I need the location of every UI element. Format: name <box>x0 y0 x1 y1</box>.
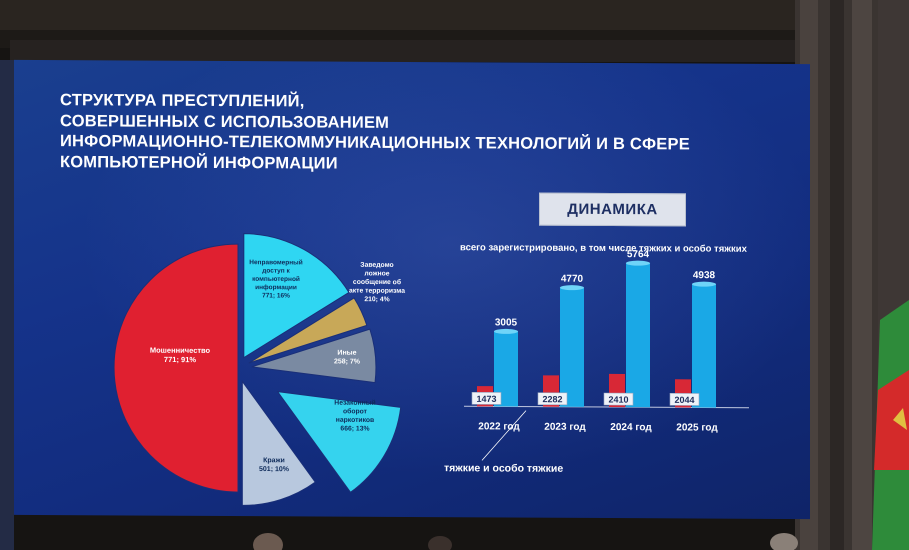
pie-slice <box>276 391 402 494</box>
pie-slice-label: Заведомо ложное сообщение об акте терроризм… <box>349 262 405 304</box>
bar-chart: 3005 1473 2022 год 4770 2282 2023 год 5764 2410… <box>464 249 749 461</box>
x-tick-label: 2025 год <box>676 422 718 433</box>
legend-note: тяжкие и особо тяжкие <box>444 462 564 475</box>
bar-total-top <box>626 260 650 266</box>
presentation-slide: СТРУКТУРА ПРЕСТУПЛЕНИЙ, СОВЕРШЕННЫХ С ИС… <box>14 59 810 520</box>
bar-grave-value-box <box>669 393 700 406</box>
pie-slice <box>243 233 350 359</box>
bar-total <box>560 287 584 407</box>
bar-grave-value-box <box>471 392 502 405</box>
pie-slice <box>251 328 377 384</box>
pie-slice-label: Мошенничество 771; 91% <box>150 346 211 365</box>
x-tick-label: 2024 год <box>610 422 652 433</box>
flag <box>872 300 909 550</box>
pie-slice-label: Незаконный оборот наркотиков 666; 13% <box>334 399 375 433</box>
bar-grave-value: 2410 <box>608 395 628 405</box>
bar-total-top <box>692 281 716 287</box>
bar-total-top <box>560 285 584 291</box>
pie-slice <box>241 379 316 506</box>
bar-grave-value-box <box>537 392 568 406</box>
pie-slice-label: Иные 258; 7% <box>334 350 361 366</box>
bar-total-value: 4938 <box>693 270 716 281</box>
legend-callout-line <box>481 410 527 461</box>
pie-slice <box>113 243 239 493</box>
bar-total <box>692 284 716 408</box>
bar-total <box>494 331 518 407</box>
bar-total-value: 4770 <box>561 274 584 285</box>
bar-total-value: 3005 <box>495 317 518 328</box>
pie-slice-label: Неправомерный доступ к компьютерной информа… <box>249 258 302 299</box>
pie-slice-label: Кражи 501; 10% <box>259 457 290 473</box>
pie-slice <box>248 297 368 364</box>
x-tick-label: 2023 год <box>544 422 586 433</box>
pie-chart: Мошенничество 771; 91% Неправомерный доступ… <box>113 233 405 506</box>
bar-grave-value-box <box>603 392 634 406</box>
audience-heads <box>253 533 798 550</box>
x-tick-label: 2022 год <box>478 421 520 432</box>
bar-total <box>626 263 650 408</box>
bar-total-top <box>494 328 518 334</box>
bar-total-value: 5764 <box>627 249 650 260</box>
bar-grave-value: 1473 <box>476 394 496 404</box>
bar-grave-value: 2044 <box>674 395 694 405</box>
bar-grave-value: 2282 <box>542 394 562 404</box>
